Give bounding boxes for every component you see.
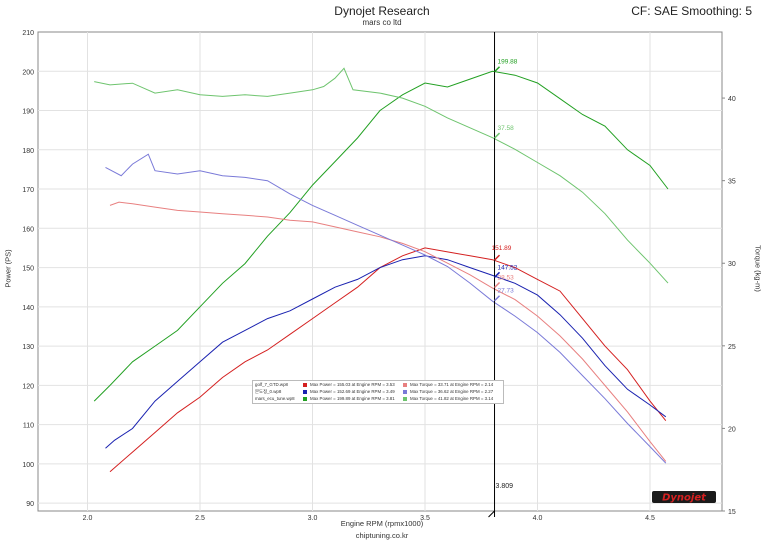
y-tick-label: 180 — [22, 148, 34, 155]
cursor-value-labels: 3.809 151.89 147.52 199.88 28.53 27.73 37.58 — [492, 59, 518, 490]
cursor-value-marker — [493, 254, 501, 261]
y2-tick-label: 40 — [728, 96, 736, 103]
series-line — [94, 67, 669, 284]
y2-tick-label: 30 — [728, 261, 736, 268]
y-tick-label: 210 — [22, 30, 34, 37]
legend-swatch-blue — [303, 389, 307, 394]
legend-torque-2: Max Torque = 36.62 at Engine RPM = 2.27 — [410, 389, 494, 394]
legend: golf_7_GTD.wp8 본도정_0.wp8 mars_ecu_tune.w… — [252, 380, 504, 404]
legend-swatch-red-light — [403, 382, 407, 387]
cursor-value-label: 199.88 — [498, 59, 518, 66]
y-tick-label: 200 — [22, 69, 34, 76]
cursor-value-label: 147.52 — [498, 264, 518, 271]
legend-swatch-green-light — [403, 396, 407, 401]
cursor-arrow — [488, 510, 496, 518]
series-line — [105, 153, 667, 464]
series-line — [105, 255, 667, 449]
y-tick-label: 130 — [22, 344, 34, 351]
legend-power-2: Max Power = 152.69 at Engine RPM = 3.49 — [310, 389, 395, 394]
legend-run-3: mars_ecu_tune.wp8 — [255, 396, 295, 401]
tick-labels: 90 100 110 120 130 140 150 160 170 180 190 200 210 2.… — [22, 30, 736, 522]
cursor-value-marker — [493, 271, 501, 278]
grid — [38, 32, 722, 511]
cursor-rpm-label: 3.809 — [496, 483, 514, 490]
x-tick-label: 4.0 — [533, 515, 543, 522]
y2-tick-label: 35 — [728, 179, 736, 186]
x-tick-label: 2.0 — [83, 515, 93, 522]
series-line — [109, 247, 667, 473]
y2-tick-label: 25 — [728, 344, 736, 351]
cursor-value-marker — [493, 295, 501, 302]
legend-power-1: Max Power = 155.03 at Engine RPM = 3.53 — [310, 382, 395, 387]
y-tick-label: 150 — [22, 266, 34, 273]
cursor-value-label: 27.73 — [498, 288, 515, 295]
x-tick-label: 4.5 — [645, 515, 655, 522]
x-tick-label: 3.0 — [308, 515, 318, 522]
footer-text: chiptuning.co.kr — [355, 531, 409, 540]
chart-title: Dynojet Research — [334, 4, 430, 18]
series-lines — [93, 67, 669, 473]
y-tick-label: 110 — [23, 423, 34, 430]
y-tick-label: 90 — [26, 501, 34, 508]
cursor-value-marker — [493, 132, 501, 139]
logo-text: Dynojet — [662, 493, 707, 504]
x-axis-label: Engine RPM (rpmx1000) — [340, 519, 424, 528]
cursor-line[interactable] — [488, 32, 496, 518]
series-line — [109, 201, 667, 462]
plot-background — [37, 31, 723, 512]
cursor-value-label: 151.89 — [492, 245, 512, 252]
series-line — [93, 70, 669, 402]
legend-torque-3: Max Torque = 41.82 at Engine RPM = 3.14 — [410, 396, 494, 401]
dynojet-logo: Dynojet — [652, 491, 716, 503]
y-tick-label: 190 — [22, 109, 34, 116]
legend-run-1: golf_7_GTD.wp8 — [255, 382, 288, 387]
legend-run-2: 본도정_0.wp8 — [255, 389, 282, 394]
cursor-value-label: 28.53 — [498, 275, 515, 282]
y2-tick-label: 20 — [728, 426, 736, 433]
y-tick-label: 100 — [22, 462, 34, 469]
y2-tick-label: 15 — [728, 509, 736, 516]
y-tick-label: 160 — [22, 226, 34, 233]
legend-torque-1: Max Torque = 33.71 at Engine RPM = 2.14 — [410, 382, 494, 387]
y-tick-label: 170 — [22, 187, 34, 194]
x-tick-label: 3.5 — [420, 515, 430, 522]
cf-smoothing-label: CF: SAE Smoothing: 5 — [631, 4, 752, 18]
legend-swatch-red — [303, 382, 307, 387]
legend-power-3: Max Power = 199.89 at Engine RPM = 3.81 — [310, 396, 395, 401]
cursor-value-marker — [493, 281, 501, 289]
cursor-value-label: 37.58 — [498, 125, 515, 132]
x-tick-label: 2.5 — [195, 515, 205, 522]
y-tick-label: 140 — [22, 305, 34, 312]
y-axis-label: Power (PS) — [3, 249, 13, 288]
legend-swatch-blue-light — [403, 389, 407, 394]
y-tick-label: 120 — [22, 383, 34, 390]
legend-swatch-green — [303, 396, 307, 401]
chart-subtitle: mars co ltd — [362, 18, 402, 27]
cursor-value-marker — [493, 66, 501, 73]
y2-axis-label: Torque (kg-m) — [753, 245, 763, 292]
